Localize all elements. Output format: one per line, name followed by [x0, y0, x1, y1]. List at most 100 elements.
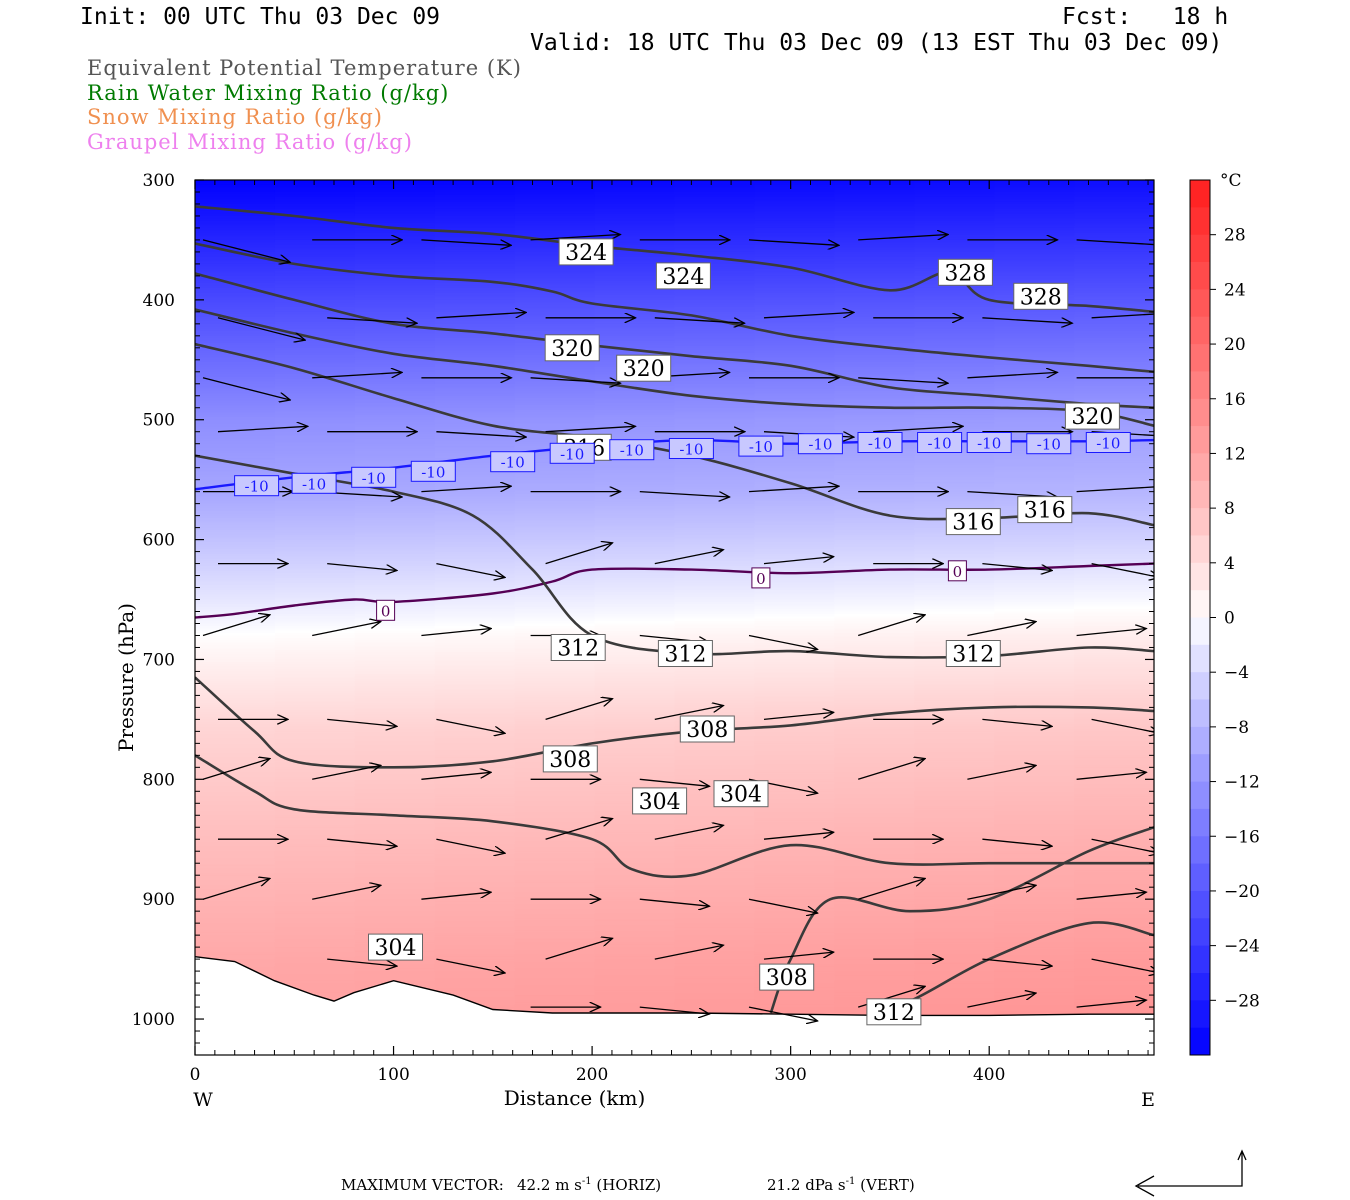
temperature-cell — [434, 549, 516, 553]
temperature-cell — [434, 220, 516, 224]
temperature-cell — [514, 319, 596, 322]
temperature-cell — [434, 460, 516, 464]
temperature-cell — [195, 880, 276, 883]
temperature-cell — [994, 189, 1075, 193]
temperature-cell — [274, 525, 356, 529]
temperature-cell — [274, 824, 356, 828]
temperature-cell — [195, 839, 276, 843]
temperature-cell — [434, 369, 516, 373]
temperature-cell — [754, 817, 835, 821]
temperature-cell — [434, 489, 516, 493]
temperature-cell — [594, 556, 676, 560]
temperature-cell — [354, 762, 436, 766]
temperature-cell — [674, 558, 755, 562]
wind-vector — [545, 426, 636, 433]
temperature-cell — [195, 278, 276, 282]
temperature-cell — [195, 673, 276, 677]
temperature-cell — [1074, 911, 1154, 915]
wind-vector — [1076, 486, 1154, 493]
temperature-cell — [674, 484, 755, 488]
theta-e-label-box — [679, 715, 735, 743]
temperature-cell — [834, 364, 915, 368]
temperature-cell — [594, 398, 676, 402]
temperature-cell — [514, 230, 596, 234]
temperature-cell — [514, 407, 596, 411]
temperature-cell — [754, 846, 835, 850]
temperature-cell — [754, 542, 835, 545]
temperature-cell — [514, 719, 596, 723]
wind-vector — [1076, 239, 1154, 246]
temperature-cell — [994, 743, 1075, 747]
temperature-cell — [754, 199, 835, 203]
temperature-cell — [1074, 884, 1154, 888]
temperature-cell — [354, 741, 436, 744]
temperature-cell — [514, 331, 596, 334]
temperature-cell — [195, 781, 276, 785]
temperature-cell — [434, 285, 516, 289]
temperature-cell — [834, 942, 915, 946]
temperature-cell — [994, 247, 1075, 251]
temperature-cell — [994, 340, 1075, 344]
temperature-cell — [594, 906, 676, 910]
temperature-cell — [914, 307, 995, 311]
temperature-cell — [274, 865, 356, 869]
vert-value: 21.2 — [767, 1176, 801, 1194]
temperature-cell — [594, 630, 676, 634]
temperature-cell — [674, 448, 755, 452]
temperature-cell — [434, 180, 516, 183]
temperature-cell — [514, 518, 596, 521]
temperature-cell — [674, 966, 755, 970]
temperature-cell — [914, 666, 995, 670]
colorbar-band — [1190, 262, 1210, 290]
temperature-cell — [834, 225, 915, 229]
temperature-cell — [674, 640, 755, 644]
temperature-cell — [994, 870, 1075, 874]
temperature-cell — [195, 793, 276, 797]
temperature-cell — [674, 836, 755, 840]
temperature-cell — [594, 472, 676, 476]
temperature-cell — [754, 916, 835, 919]
temperature-cell — [274, 613, 356, 617]
temperature-cell — [354, 760, 436, 764]
y-axis-label: Pressure (hPa) — [114, 603, 138, 752]
theta-e-label-box — [713, 780, 769, 808]
cross-section-chart: 3243243283283203203203163163163123123123… — [114, 171, 1260, 1111]
temperature-cell — [195, 875, 276, 879]
temperature-cell — [514, 311, 596, 315]
temperature-cell — [674, 355, 755, 358]
colorbar-tick-label: 24 — [1224, 280, 1246, 300]
temperature-cell — [594, 666, 676, 670]
temperature-cell — [834, 623, 915, 627]
temperature-cell — [834, 278, 915, 282]
wind-vector — [654, 550, 724, 565]
temperature-cell — [195, 292, 276, 296]
temperature-cell — [994, 206, 1075, 210]
temperature-cell — [674, 645, 755, 649]
temperature-cell — [514, 424, 596, 428]
temperature-cell — [674, 963, 755, 967]
temperature-cell — [994, 968, 1075, 972]
temperature-cell — [434, 975, 516, 979]
temperature-cell — [195, 280, 276, 284]
temperature-cell — [514, 192, 596, 195]
temperature-cell — [754, 760, 835, 764]
temperature-cell — [994, 630, 1075, 634]
temperature-cell — [195, 949, 276, 953]
temperature-cell — [1074, 745, 1154, 749]
temperature-cell — [754, 412, 835, 416]
temperature-cell — [594, 762, 676, 766]
temperature-cell — [434, 211, 516, 215]
temperature-cell — [834, 489, 915, 493]
theta-e-label-box — [1017, 496, 1073, 524]
init-time: Init: 00 UTC Thu 03 Dec 09 — [80, 4, 441, 30]
colorbar-tick-label: 12 — [1224, 444, 1246, 464]
temperature-cell — [834, 695, 915, 699]
temperature-cell — [754, 738, 835, 742]
temperature-cell — [434, 321, 516, 325]
temperature-cell — [434, 947, 516, 951]
temperature-cell — [354, 750, 436, 754]
temperature-cell — [195, 182, 276, 186]
temperature-cell — [834, 546, 915, 550]
temperature-cell — [594, 410, 676, 414]
temperature-cell — [674, 213, 755, 217]
